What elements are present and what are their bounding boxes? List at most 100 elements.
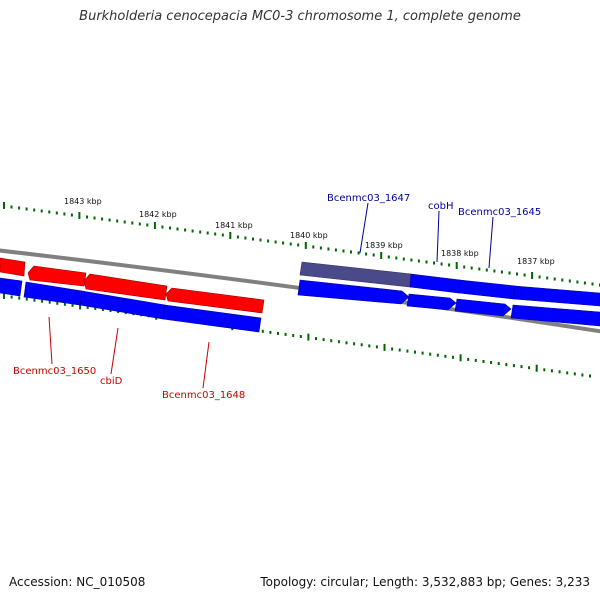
scale-inner-minor-tick xyxy=(573,372,576,376)
leader-line-Bcenmc03_1645 xyxy=(488,216,494,269)
scale-outer-minor-tick xyxy=(101,217,104,221)
scale-inner-minor-tick xyxy=(421,351,424,355)
scale-outer-minor-tick xyxy=(221,233,224,237)
gene-label-cbiD[interactable]: cbiD xyxy=(100,376,123,387)
gene-label-Bcenmc03_1647[interactable]: Bcenmc03_1647 xyxy=(327,193,410,204)
scale-inner-minor-tick xyxy=(337,340,340,344)
scale-inner-minor-tick xyxy=(482,360,485,363)
scale-inner-minor-tick xyxy=(269,330,272,334)
scale-outer-minor-tick xyxy=(568,279,571,283)
gene-forward-Bcenmc03_1648[interactable] xyxy=(165,287,265,314)
scale-outer-minor-tick xyxy=(516,272,518,276)
scale-outer-minor-tick xyxy=(236,235,239,239)
scale-inner-minor-tick xyxy=(520,365,523,369)
gene-label-cobH[interactable]: cobH xyxy=(428,201,453,212)
scale-outer-minor-tick xyxy=(146,223,149,227)
scale-outer-minor-tick xyxy=(327,247,330,251)
scale-outer-minor-tick xyxy=(55,211,58,215)
gene-label-Bcenmc03_1650[interactable]: Bcenmc03_1650 xyxy=(13,366,96,377)
scale-outer-minor-tick xyxy=(108,218,111,222)
gene-forward-cbiD[interactable] xyxy=(83,273,168,301)
scale-outer-minor-tick xyxy=(10,205,13,209)
scale-outer-minor-tick xyxy=(583,281,586,285)
scale-outer-minor-tick xyxy=(33,208,36,212)
scale-inner-minor-tick xyxy=(353,342,356,346)
scale-outer-minor-tick xyxy=(319,246,322,250)
scale-outer-minor-tick xyxy=(553,277,556,281)
gene-reverse-cobH[interactable] xyxy=(409,273,461,294)
scale-inner-minor-tick xyxy=(56,301,59,305)
scale-inner-minor-tick xyxy=(429,352,432,356)
scale-label-1840: 1840 kbp xyxy=(290,231,328,240)
scale-outer-major-tick xyxy=(78,212,81,219)
scale-outer-minor-tick xyxy=(500,270,503,274)
scale-inner-minor-tick xyxy=(33,298,36,302)
scale-inner-minor-tick xyxy=(550,369,553,373)
scale-outer-minor-tick xyxy=(138,222,141,226)
gene-reverse-7[interactable] xyxy=(454,298,512,317)
scale-outer-minor-tick xyxy=(440,262,443,266)
scale-inner-major-tick xyxy=(383,343,386,351)
forward-strand-genes xyxy=(0,257,265,314)
leader-line-Bcenmc03_1650 xyxy=(48,316,53,365)
scale-outer-minor-tick xyxy=(433,261,435,265)
scale-inner-minor-tick xyxy=(63,302,66,306)
scale-inner-minor-tick xyxy=(452,355,454,359)
scale-inner-minor-tick xyxy=(277,331,279,335)
scale-outer-minor-tick xyxy=(417,259,420,263)
scale-outer-minor-tick xyxy=(184,228,187,232)
gene-reverse-1[interactable] xyxy=(0,277,23,297)
gene-forward-2[interactable] xyxy=(27,265,87,287)
scale-outer-minor-tick xyxy=(402,257,405,261)
scale-outer-minor-tick xyxy=(282,241,285,245)
scale-inner-minor-tick xyxy=(414,350,416,354)
scale-outer-minor-tick xyxy=(161,225,164,229)
scale-inner-minor-tick xyxy=(368,344,371,348)
scale-outer-major-tick xyxy=(229,232,232,239)
gene-forward-1[interactable] xyxy=(0,257,26,277)
scale-outer-major-tick xyxy=(455,262,458,269)
gene-reverse-4[interactable] xyxy=(162,304,262,333)
scale-outer-minor-tick xyxy=(463,265,466,269)
scale-inner-minor-tick xyxy=(101,308,104,311)
scale-inner-minor-tick xyxy=(41,299,44,303)
scale-inner-major-tick xyxy=(459,354,462,362)
gene-label-Bcenmc03_1648[interactable]: Bcenmc03_1648 xyxy=(162,390,245,401)
scale-inner-major-tick xyxy=(79,302,82,310)
scale-inner-minor-tick xyxy=(474,358,477,362)
scale-outer-minor-tick xyxy=(365,252,368,256)
gene-reverse-Bcenmc03_1645[interactable] xyxy=(458,279,516,300)
scale-outer-minor-tick xyxy=(410,258,413,262)
gene-reverse-6[interactable] xyxy=(406,293,457,311)
scale-inner-major-tick xyxy=(535,364,538,372)
gene-reverse-2[interactable] xyxy=(23,281,83,306)
scale-outer-minor-tick xyxy=(86,215,88,219)
gene-reverse-5[interactable] xyxy=(297,279,410,305)
scale-outer-major-tick xyxy=(153,222,156,229)
scale-inner-minor-tick xyxy=(86,305,89,309)
scale-outer-minor-tick xyxy=(169,226,171,230)
scale-outer-minor-tick xyxy=(252,237,254,241)
scale-outer-minor-tick xyxy=(123,220,126,224)
scale-label-1839: 1839 kbp xyxy=(365,241,403,250)
scale-inner-minor-tick xyxy=(490,361,493,364)
scale-inner-minor-tick xyxy=(391,347,394,351)
scale-inner-major-tick xyxy=(3,292,5,299)
accession-text: Accession: NC_010508 xyxy=(9,575,146,589)
scale-outer-minor-tick xyxy=(538,275,541,279)
scale-inner-minor-tick xyxy=(322,338,325,342)
scale-outer-minor-tick xyxy=(561,278,564,282)
scale-inner-minor-tick xyxy=(292,334,295,337)
gene-reverse-8[interactable] xyxy=(510,304,600,327)
scale-outer-minor-tick xyxy=(395,256,398,260)
scale-inner-minor-tick xyxy=(543,368,546,372)
gene-label-Bcenmc03_1645[interactable]: Bcenmc03_1645 xyxy=(458,207,541,218)
scale-outer-minor-tick xyxy=(274,240,277,244)
leader-line-Bcenmc03_1648 xyxy=(202,341,210,389)
scale-outer-minor-tick xyxy=(48,210,51,214)
gene-reverse-right-track[interactable] xyxy=(513,285,600,307)
scale-inner-minor-tick xyxy=(261,329,264,333)
scale-outer-minor-tick xyxy=(546,276,549,280)
genome-stats-text: Topology: circular; Length: 3,532,883 bp… xyxy=(260,575,590,589)
